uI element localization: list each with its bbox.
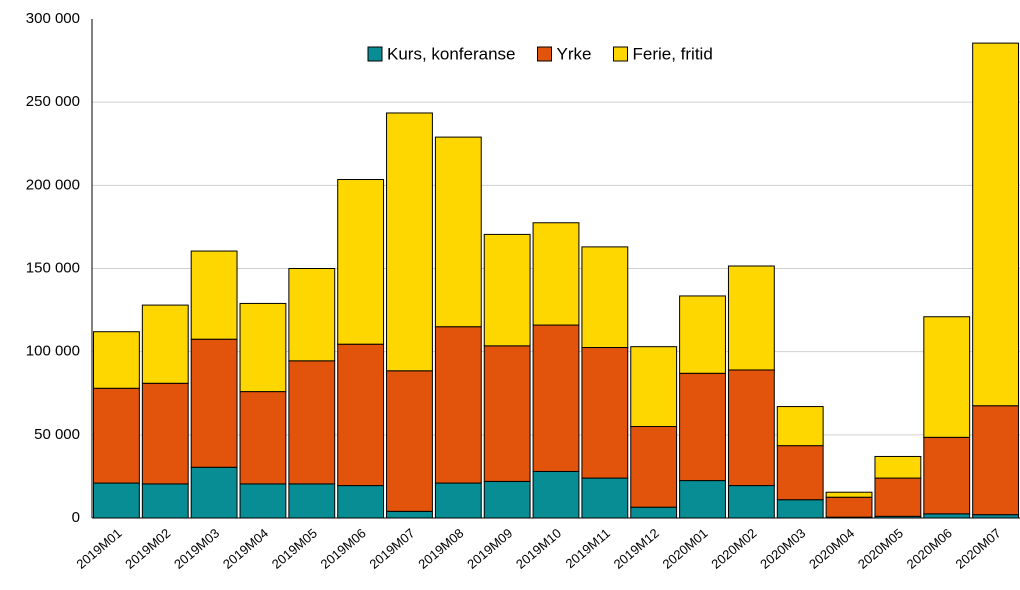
bar-segment (923, 316, 971, 438)
bar-segment (141, 304, 189, 384)
x-tick-label: 2020M02 (708, 525, 759, 571)
bar-segment (337, 343, 385, 487)
x-tick-label: 2019M12 (611, 525, 662, 571)
bar-segment (825, 496, 873, 518)
bar-segment (630, 346, 678, 428)
bar-segment (825, 491, 873, 498)
bar-segment (923, 436, 971, 515)
x-tick-label: 2019M04 (220, 525, 271, 571)
bar-segment (434, 136, 482, 328)
bar-segment (239, 483, 287, 519)
bar-segment (190, 250, 238, 340)
bar-segment (337, 485, 385, 519)
y-tick-label: 200 000 (26, 176, 80, 193)
x-tick-label: 2019M10 (513, 525, 564, 571)
legend-swatch (612, 46, 628, 62)
bar-segment (532, 470, 580, 519)
bar-segment (141, 483, 189, 519)
bar-segment (727, 485, 775, 519)
bar-segment (141, 382, 189, 485)
bar-segment (874, 477, 922, 517)
bar-segment (581, 246, 629, 349)
x-tick-label: 2020M03 (757, 525, 808, 571)
bar-segment (923, 513, 971, 519)
bar-segment (972, 405, 1020, 516)
bar-segment (532, 222, 580, 326)
y-tick-label: 50 000 (34, 426, 80, 443)
x-tick-label: 2020M01 (659, 525, 710, 571)
x-tick-label: 2019M08 (415, 525, 466, 571)
bar-segment (581, 347, 629, 479)
legend-swatch (367, 46, 383, 62)
bar-segment (337, 179, 385, 345)
bar-segment (679, 480, 726, 519)
bar-segment (190, 466, 238, 519)
bar-segment (434, 326, 482, 484)
bar-segment (874, 455, 922, 479)
bar-segment (776, 499, 824, 519)
x-tick-label: 2019M05 (269, 525, 320, 571)
y-tick-label: 250 000 (26, 93, 80, 110)
bar-segment (776, 406, 824, 447)
bar-segment (483, 345, 531, 482)
legend-label: Yrke (557, 44, 592, 63)
x-tick-label: 2019M11 (563, 525, 613, 571)
bar-segment (972, 42, 1020, 407)
x-tick-label: 2019M02 (122, 525, 173, 571)
x-tick-label: 2019M09 (464, 525, 515, 571)
x-tick-label: 2019M06 (318, 525, 369, 571)
y-tick-label: 150 000 (26, 259, 80, 276)
bar-segment (679, 295, 726, 374)
legend-label: Kurs, konferanse (387, 44, 516, 63)
x-tick-label: 2020M05 (855, 525, 906, 571)
bar-segment (386, 370, 433, 512)
x-tick-label: 2020M07 (953, 525, 1004, 571)
y-tick-label: 100 000 (26, 343, 80, 360)
x-tick-label: 2019M07 (366, 525, 417, 571)
bar-segment (288, 483, 336, 519)
bar-segment (483, 480, 531, 519)
bar-segment (239, 391, 287, 485)
bar-segment (727, 369, 775, 487)
x-tick-label: 2020M04 (806, 525, 857, 571)
legend-label: Ferie, fritid (632, 44, 712, 63)
y-tick-label: 300 000 (26, 10, 80, 27)
bar-segment (679, 372, 726, 482)
bar-segment (581, 477, 629, 519)
bar-segment (532, 324, 580, 472)
x-tick-label: 2019M01 (73, 525, 124, 571)
bar-segment (93, 482, 140, 519)
bar-segment (288, 268, 336, 362)
bar-segment (190, 338, 238, 468)
legend-swatch (537, 46, 553, 62)
bar-segment (727, 265, 775, 371)
y-tick-label: 0 (72, 509, 80, 526)
bar-segment (93, 387, 140, 484)
bar-segment (386, 510, 433, 519)
bar-segment (630, 506, 678, 519)
bar-segment (288, 360, 336, 485)
bar-segment (434, 482, 482, 519)
bar-segment (93, 331, 140, 389)
bar-segment (776, 445, 824, 501)
bar-segment (483, 233, 531, 347)
bar-segment (386, 112, 433, 372)
x-tick-label: 2020M06 (904, 525, 955, 571)
x-tick-label: 2019M03 (171, 525, 222, 571)
bar-segment (239, 302, 287, 393)
bar-segment (630, 426, 678, 508)
